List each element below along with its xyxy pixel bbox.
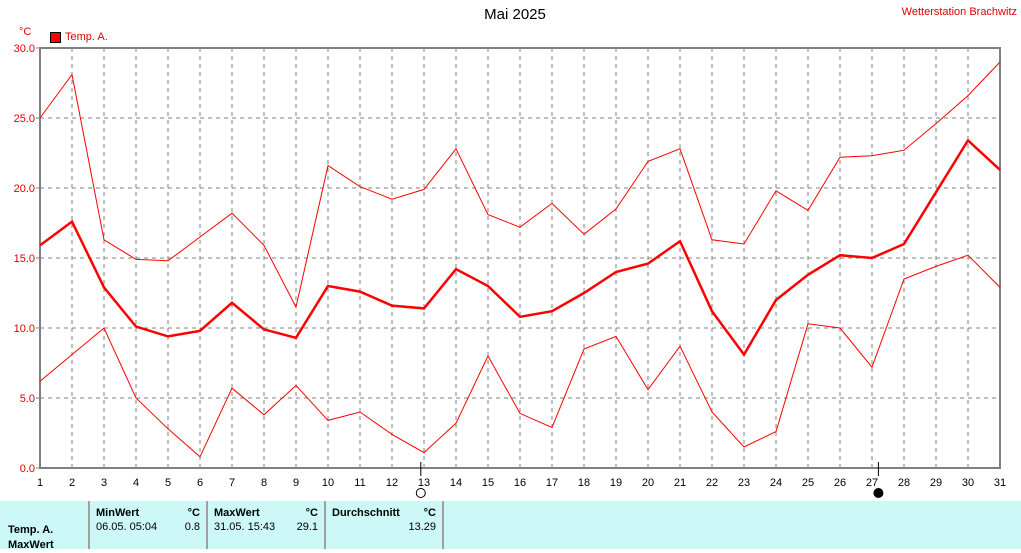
x-tick-label: 9 <box>293 477 299 489</box>
max-datetime: 31.05. 15:43 <box>214 521 276 533</box>
x-tick-label: 23 <box>738 477 750 489</box>
x-tick-label: 12 <box>386 477 398 489</box>
min-cell: MinWert °C 06.05. 05:04 0.8 <box>90 501 208 549</box>
x-tick-label: 3 <box>101 477 107 489</box>
min-datetime: 06.05. 05:04 <box>96 521 158 533</box>
y-tick-label: 5.0 <box>20 393 35 405</box>
chart-title: Mai 2025 <box>484 6 546 23</box>
x-tick-label: 19 <box>610 477 622 489</box>
series-line <box>39 61 1001 309</box>
full-moon-icon <box>415 488 426 498</box>
avg-unit: °C <box>423 507 436 519</box>
x-tick-label: 15 <box>482 477 494 489</box>
x-tick-label: 2 <box>69 477 75 489</box>
x-tick-label: 18 <box>578 477 590 489</box>
avg-cell: Durchschnitt °C 13.29 <box>326 501 444 549</box>
series-line <box>39 254 1001 458</box>
x-tick-label: 5 <box>165 477 171 489</box>
max-unit: °C <box>305 507 318 519</box>
y-tick-label: 30.0 <box>14 43 35 55</box>
x-tick-label: 28 <box>898 477 910 489</box>
x-tick-label: 6 <box>197 477 203 489</box>
x-tick-label: 27 <box>866 477 878 489</box>
x-tick-label: 17 <box>546 477 558 489</box>
x-tick-label: 8 <box>261 477 267 489</box>
max-value: 29.1 <box>296 521 318 533</box>
max-cell: MaxWert °C 31.05. 15:43 29.1 <box>208 501 326 549</box>
temperature-chart: 0.05.010.015.020.025.030.01 2 3 4 5 6 7 8 9 10 11 1… <box>14 43 1006 498</box>
x-tick-label: 14 <box>450 477 462 489</box>
min-header: MinWert <box>96 507 140 519</box>
row-label-sensor: Temp. A. <box>8 524 54 536</box>
x-tick-label: 4 <box>133 477 139 489</box>
x-tick-label: 10 <box>322 477 334 489</box>
y-tick-label: 15.0 <box>14 253 35 265</box>
x-tick-label: 24 <box>770 477 782 489</box>
y-tick-label: 0.0 <box>20 463 35 475</box>
station-name: Wetterstation Brachwitz <box>901 6 1017 18</box>
avg-value: 13.29 <box>408 521 436 533</box>
legend-label: Temp. A. <box>65 31 108 43</box>
stats-table: Temp. A. MaxWert MinWert °C 06.05. 05:04 0… <box>0 501 1021 551</box>
x-tick-label: 30 <box>962 477 974 489</box>
x-tick-label: 25 <box>802 477 814 489</box>
x-tick-label: 16 <box>514 477 526 489</box>
y-axis-unit: °C <box>19 26 32 38</box>
row-label: Temp. A. MaxWert <box>0 501 90 551</box>
x-tick-label: 21 <box>674 477 686 489</box>
x-tick-label: 31 <box>994 477 1006 489</box>
x-tick-label: 20 <box>642 477 654 489</box>
row-label-type: MaxWert <box>8 539 54 551</box>
legend-swatch-icon <box>50 31 61 43</box>
x-tick-label: 7 <box>229 477 235 489</box>
y-tick-label: 10.0 <box>14 323 35 335</box>
x-tick-label: 29 <box>930 477 942 489</box>
series-line <box>39 138 1001 357</box>
new-moon-icon <box>873 488 884 498</box>
x-tick-label: 26 <box>834 477 846 489</box>
x-tick-label: 1 <box>37 477 43 489</box>
x-tick-label: 11 <box>354 477 365 489</box>
x-tick-label: 13 <box>418 477 430 489</box>
y-tick-label: 20.0 <box>14 183 35 195</box>
min-unit: °C <box>187 507 200 519</box>
x-tick-label: 22 <box>706 477 718 489</box>
avg-header: Durchschnitt <box>332 507 400 519</box>
min-value: 0.8 <box>184 521 200 533</box>
max-header: MaxWert <box>214 507 260 519</box>
y-tick-label: 25.0 <box>14 113 35 125</box>
legend: Temp. A. <box>50 31 108 43</box>
